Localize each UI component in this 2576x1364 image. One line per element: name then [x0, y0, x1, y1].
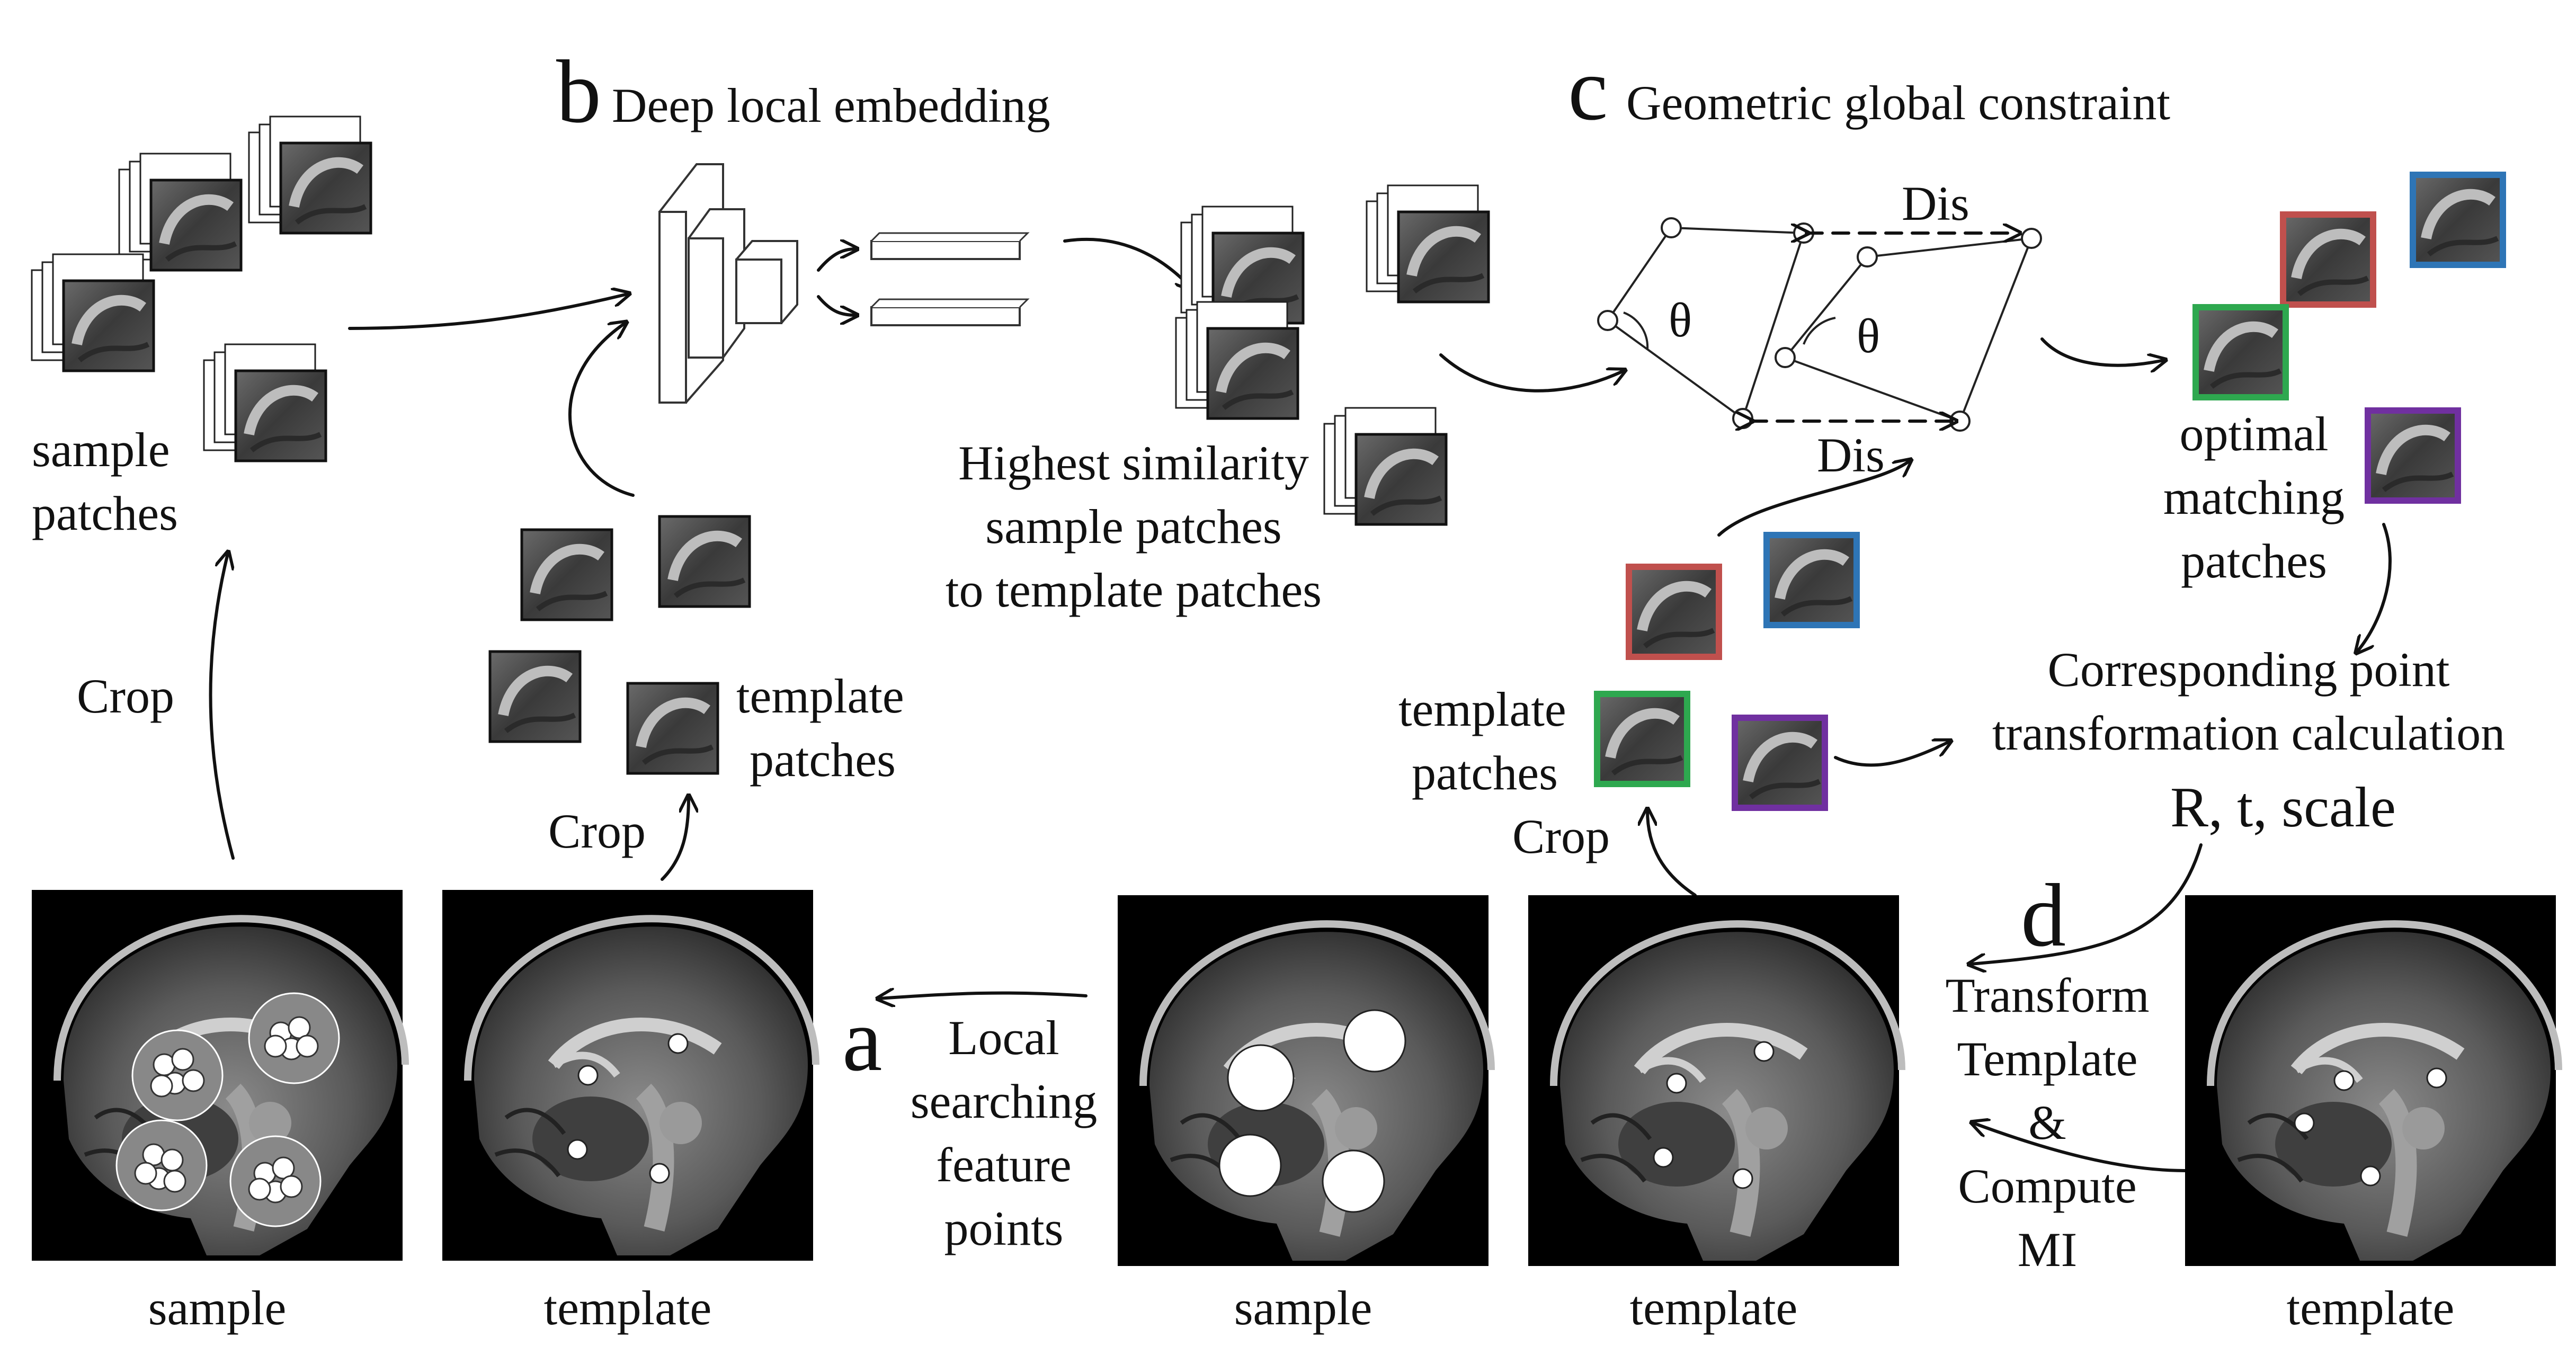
arrow-to-vector-2 [817, 295, 855, 315]
caption-template-1: template [544, 1281, 712, 1335]
mri-template-mid [1528, 895, 1902, 1266]
arrow-optimal-to-calc [2357, 523, 2392, 652]
arrow-crop-sample [209, 554, 234, 860]
section-a-line-2: searching [911, 1074, 1098, 1128]
section-c-letter: c [1568, 39, 1608, 139]
section-d-line-1: Transform [1945, 968, 2149, 1022]
sample-patch-stack [249, 117, 371, 233]
section-b-title: Deep local embedding [612, 78, 1050, 132]
highest-similarity-line-3: to template patches [946, 563, 1322, 617]
caption-template-2: template [1630, 1281, 1798, 1335]
corresponding-line-2: transformation calculation [1992, 706, 2505, 760]
mri-sample-left [32, 890, 405, 1261]
section-a-letter: a [842, 990, 882, 1090]
arrow-pairs-to-geometry [1439, 353, 1624, 393]
optimal-label-1: optimal [2179, 407, 2328, 461]
section-d-letter: d [2021, 866, 2066, 965]
template-patches-c [1597, 535, 1857, 808]
template-patches-c-label-2: patches [1412, 746, 1558, 800]
section-d-caption: Transform Template & Compute MI [1945, 968, 2149, 1277]
arrow-patches-to-cnn [348, 294, 628, 330]
optimal-label-2: matching [2163, 470, 2345, 524]
section-b-letter: b [556, 42, 601, 141]
patch-purple [1732, 715, 1828, 811]
sample-patch-stack [204, 344, 326, 461]
mri-sample-right [1118, 895, 1491, 1266]
arrow-template-to-geometry [1717, 461, 1910, 537]
patch-red [1626, 564, 1722, 660]
arrow-crop-template-c [1647, 810, 1697, 897]
sample-patch-stack [32, 254, 154, 371]
corresponding-line-1: Corresponding point [2048, 643, 2450, 697]
mri-template-right [2185, 895, 2559, 1266]
sample-patches-label-2: patches [32, 486, 178, 540]
arrow-vectors-to-pairs [1063, 237, 1192, 289]
embedding-vector-icon [870, 232, 1030, 326]
section-d-line-2: Template [1957, 1032, 2138, 1086]
geometry-graph-icon [1597, 217, 2042, 432]
section-c-title: Geometric global constraint [1626, 76, 2170, 130]
template-patches-label-1: template [736, 669, 904, 723]
crop-label-right: Crop [1512, 809, 1610, 863]
cnn-network-icon [658, 163, 798, 404]
template-patches-b [490, 516, 750, 773]
section-a-line-1: Local [948, 1011, 1059, 1065]
optimal-matching-patches [2196, 175, 2503, 501]
theta-label-1: θ [1669, 293, 1692, 347]
arrow-search-to-sample [879, 993, 1088, 999]
patch-blue [1763, 532, 1860, 628]
sample-patch-stack [119, 154, 241, 270]
arrow-crop-template [661, 797, 689, 881]
mri-template-left [442, 890, 816, 1261]
highest-similarity-line-2: sample patches [985, 500, 1281, 554]
crop-label-mid: Crop [548, 804, 646, 858]
section-a-line-3: feature [936, 1138, 1071, 1192]
arrow-geometry-to-optimal [2040, 337, 2164, 365]
arrow-template-to-mi [1973, 1123, 2187, 1172]
dis-label-top: Dis [1902, 176, 1969, 230]
template-patches-c-label-1: template [1398, 682, 1566, 736]
theta-label-2: θ [1857, 309, 1880, 363]
arrow-to-vector-1 [817, 249, 855, 272]
highest-similarity-line-1: Highest similarity [958, 436, 1309, 490]
arrow-purple-to-calc [1834, 742, 1949, 767]
crop-label-left: Crop [77, 669, 174, 723]
section-a-caption: Local searching feature points [911, 1011, 1098, 1255]
rts-label: R, t, scale [2170, 776, 2396, 839]
caption-sample-1: sample [148, 1281, 287, 1335]
dis-label-bottom: Dis [1817, 428, 1885, 482]
section-d-line-3: & [2028, 1095, 2066, 1149]
section-d-line-4: Compute [1958, 1159, 2136, 1213]
caption-sample-2: sample [1234, 1281, 1372, 1335]
patch-green [1594, 691, 1690, 787]
optimal-label-3: patches [2181, 534, 2327, 588]
arrow-template-to-cnn [568, 323, 635, 497]
caption-template-3: template [2287, 1281, 2455, 1335]
sample-patches-label-1: sample [32, 423, 170, 477]
sample-patches-group [32, 117, 371, 461]
section-d-line-5: MI [2018, 1223, 2077, 1277]
template-patches-label-2: patches [750, 733, 896, 787]
section-a-line-4: points [944, 1201, 1064, 1255]
arrow-rts-to-transform [1971, 843, 2203, 964]
